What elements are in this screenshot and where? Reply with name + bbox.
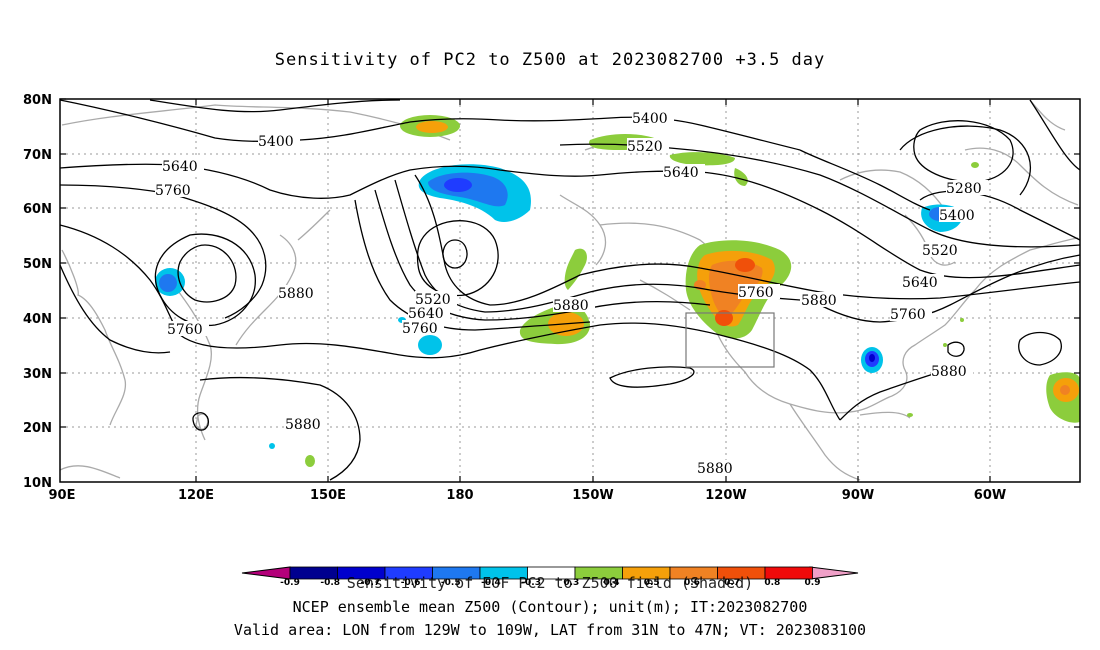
lat-label: 40N — [23, 312, 52, 327]
contour-label: 5880 — [801, 293, 837, 309]
contour-label: 5880 — [285, 417, 321, 433]
lat-label: 30N — [23, 367, 52, 382]
contour-label: 5760 — [738, 285, 774, 301]
contour-label: 5400 — [258, 134, 294, 150]
longitude-labels: 90E 120E 150E 180 150W 120W 90W 60W — [49, 488, 1007, 503]
contour-label: 5520 — [922, 243, 958, 259]
lon-label: 150E — [310, 488, 346, 503]
colorbar: -0.9 -0.8 -0.7 -0.6 -0.5 -0.4 -0.3 0.3 0.4 0.5 0.6… — [241, 566, 859, 588]
contour-label: 5880 — [931, 364, 967, 380]
contour-label: 5640 — [408, 306, 444, 322]
colorbar-label: 0.9 — [805, 578, 821, 588]
valid-area-box — [685, 312, 775, 368]
lat-label: 10N — [23, 476, 52, 491]
colorbar-label: -0.4 — [481, 578, 501, 588]
contour-label: 5880 — [278, 286, 314, 302]
map-title: Sensitivity of PC2 to Z500 at 2023082700… — [274, 50, 826, 70]
lon-label: 90E — [49, 488, 76, 503]
lat-label: 70N — [23, 148, 52, 163]
lat-label: 80N — [23, 93, 52, 108]
lat-label: 20N — [23, 421, 52, 436]
axis-ticks — [60, 98, 1080, 482]
lon-label: 90W — [842, 488, 874, 503]
colorbar-label: -0.6 — [401, 578, 421, 588]
map-frame — [59, 98, 1081, 483]
contour-label: 5400 — [632, 111, 668, 127]
colorbar-label: 0.4 — [604, 578, 620, 588]
colorbar-label: 0.7 — [724, 578, 740, 588]
contour-label: 5760 — [402, 321, 438, 337]
contour-label: 5520 — [415, 292, 451, 308]
colorbar-label: -0.7 — [361, 578, 381, 588]
colorbar-label: -0.5 — [441, 578, 461, 588]
contour-label: 5280 — [946, 181, 982, 197]
colorbar-label: 0.5 — [644, 578, 660, 588]
contour-label: 5760 — [167, 322, 203, 338]
lon-label: 120W — [705, 488, 746, 503]
lon-label: 180 — [446, 488, 473, 503]
lat-label: 60N — [23, 202, 52, 217]
z500-contours — [59, 99, 1081, 481]
contour-label: 5640 — [162, 159, 198, 175]
colorbar-label: -0.3 — [521, 578, 541, 588]
contour-label: 5640 — [902, 275, 938, 291]
contour-label: 5400 — [939, 208, 975, 224]
contour-label: 5520 — [627, 139, 663, 155]
contour-label: 5760 — [890, 307, 926, 323]
caption-valid-area: Valid area: LON from 129W to 109W, LAT f… — [233, 621, 867, 639]
contour-label: 5640 — [663, 165, 699, 181]
colorbar-swatch — [764, 566, 813, 580]
lon-label: 60W — [974, 488, 1006, 503]
contour-label: 5760 — [155, 183, 191, 199]
colorbar-label: 0.6 — [684, 578, 700, 588]
contour-label: 5880 — [697, 461, 733, 477]
caption-shading: Sensitivity of EOF PC2 to Z500 field (Sh… — [346, 574, 754, 592]
colorbar-label: -0.8 — [320, 578, 340, 588]
map-background — [60, 99, 1080, 482]
contour-labels: 5400 5400 5520 5640 5640 5760 5280 5400 … — [155, 110, 988, 477]
contour-label: 5880 — [553, 298, 589, 314]
lon-label: 150W — [572, 488, 613, 503]
colorbar-label: -0.9 — [280, 578, 300, 588]
colorbar-label: 0.3 — [563, 578, 579, 588]
lat-label: 50N — [23, 257, 52, 272]
latitude-labels: 80N 70N 60N 50N 40N 30N 20N 10N — [23, 93, 52, 491]
colorbar-label: 0.8 — [764, 578, 780, 588]
lon-label: 120E — [178, 488, 214, 503]
sensitivity-shading — [155, 115, 1080, 467]
caption-contour: NCEP ensemble mean Z500 (Contour); unit(… — [292, 598, 808, 616]
